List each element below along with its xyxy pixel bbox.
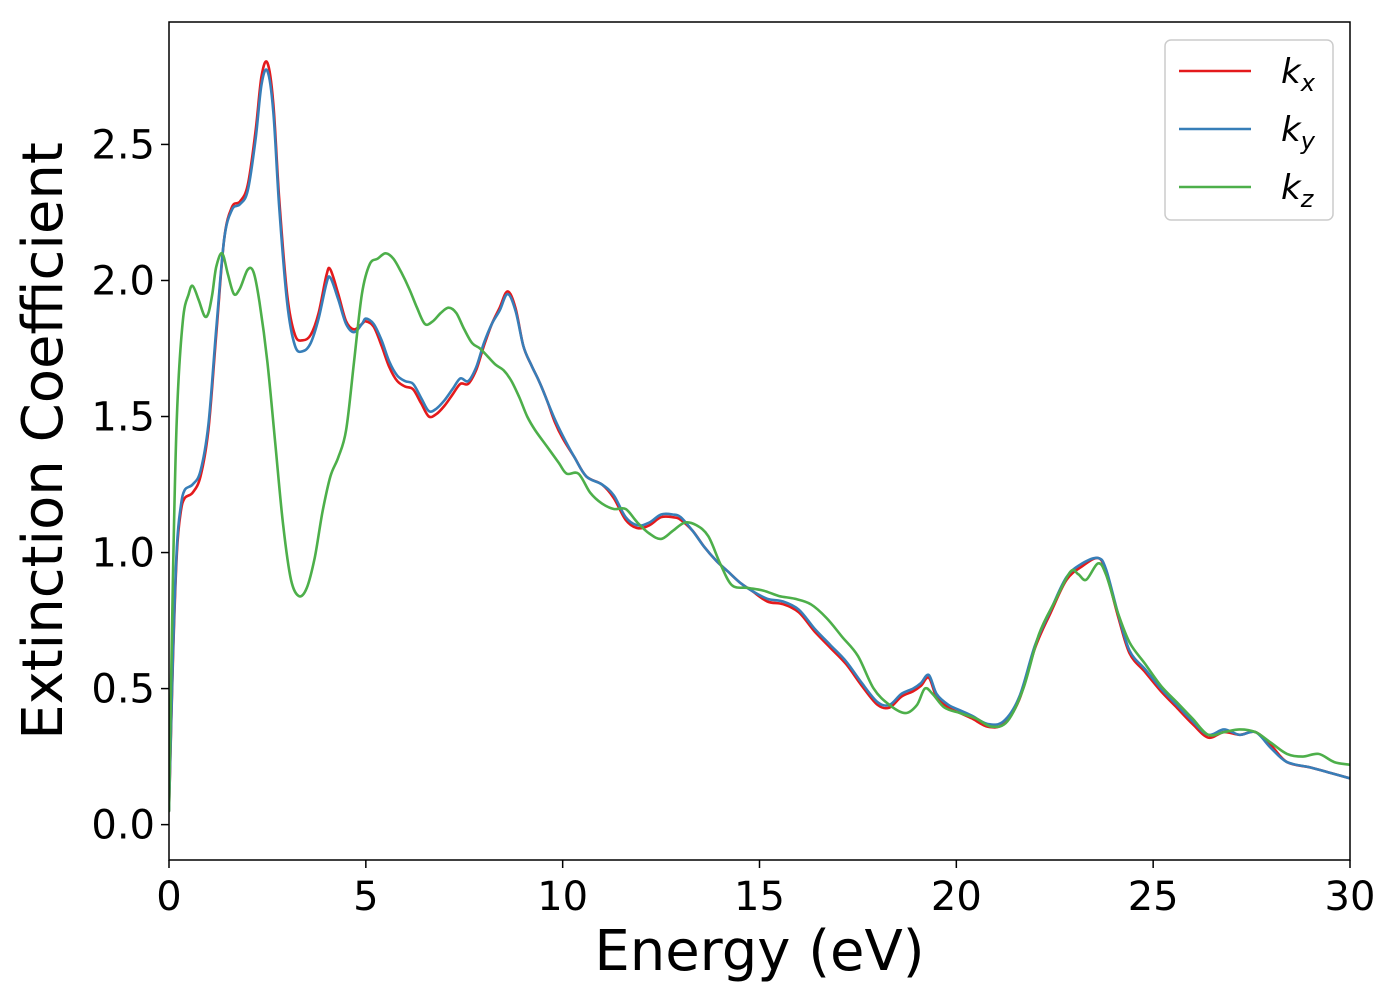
legend-label-subscript: y <box>1300 127 1316 155</box>
x-axis: 0 5 10 15 20 25 30 <box>156 860 1375 920</box>
legend-label-kz: kz <box>1281 168 1315 213</box>
y-tick-label: 0.5 <box>91 667 155 713</box>
series-layer <box>169 60 1350 813</box>
y-tick-label: 1.0 <box>91 531 155 577</box>
legend-label-subscript: x <box>1300 69 1316 97</box>
x-tick-label: 25 <box>1128 874 1179 920</box>
legend-label-kx: kx <box>1281 52 1316 97</box>
x-tick-label: 20 <box>931 874 982 920</box>
series-line-kz <box>169 251 1350 813</box>
x-tick-label: 30 <box>1325 874 1376 920</box>
legend-label-subscript: z <box>1300 185 1315 213</box>
legend-label-ky: ky <box>1281 110 1316 155</box>
y-axis: 0.0 0.5 1.0 1.5 2.0 2.5 <box>91 122 169 849</box>
x-tick-label: 15 <box>734 874 785 920</box>
x-tick-label: 10 <box>537 874 588 920</box>
legend-label-main: k <box>1281 168 1302 208</box>
y-tick-label: 2.0 <box>91 258 155 304</box>
y-tick-label: 0.0 <box>91 803 155 849</box>
x-tick-label: 5 <box>353 874 378 920</box>
y-axis-label: Extinction Coefficient <box>11 142 76 740</box>
x-axis-label: Energy (eV) <box>594 919 924 984</box>
x-tick-label: 0 <box>156 874 181 920</box>
legend-label-main: k <box>1281 52 1302 92</box>
y-tick-label: 2.5 <box>91 122 155 168</box>
y-tick-label: 1.5 <box>91 395 155 441</box>
legend-label-main: k <box>1281 110 1302 150</box>
